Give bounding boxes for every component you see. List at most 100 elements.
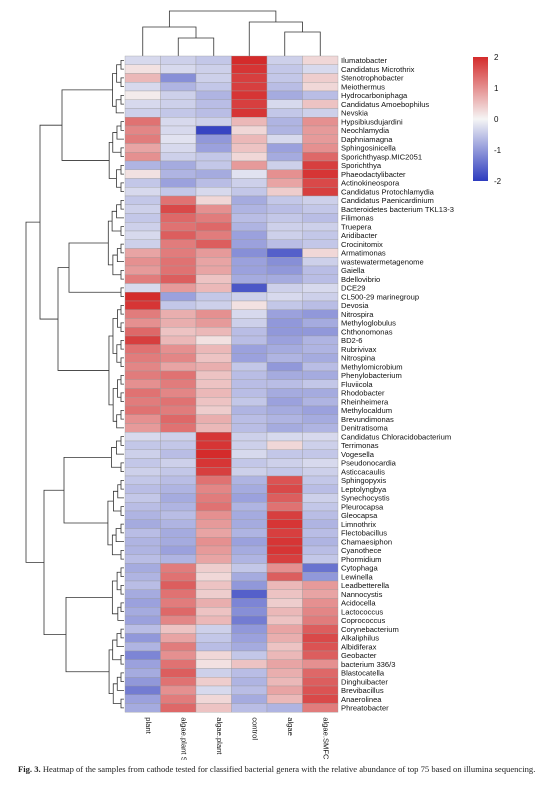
- heatmap-cell: [161, 459, 197, 468]
- dendrogram-branch: [121, 568, 124, 577]
- heatmap-cell: [125, 572, 161, 581]
- heatmap-cell: [303, 502, 339, 511]
- heatmap-cell: [125, 284, 161, 293]
- heatmap-cell: [161, 546, 197, 555]
- heatmap-cell: [267, 599, 303, 608]
- heatmap-cell: [125, 152, 161, 161]
- heatmap-cell: [267, 520, 303, 529]
- heatmap-cell: [232, 704, 268, 713]
- dendrogram-branch: [121, 463, 124, 472]
- dendrogram-branch: [121, 480, 124, 489]
- heatmap-cell: [196, 502, 232, 511]
- row-label: Sphingopyxis: [341, 476, 386, 485]
- heatmap-cell: [267, 231, 303, 240]
- heatmap-cell: [232, 91, 268, 100]
- heatmap-cell: [196, 686, 232, 695]
- heatmap-cell: [161, 91, 197, 100]
- row-label: Crocinitomix: [341, 240, 383, 249]
- heatmap-cell: [232, 56, 268, 65]
- heatmap-cell: [303, 555, 339, 564]
- dendrogram-branch: [121, 585, 124, 594]
- dendrogram-branch: [121, 227, 124, 236]
- dendrogram-branch: [121, 375, 124, 384]
- heatmap-cell: [303, 222, 339, 231]
- row-label: Actinokineospora: [341, 179, 400, 188]
- heatmap-cell: [232, 222, 268, 231]
- dendrogram-branch: [117, 572, 121, 590]
- dendrogram-branch: [117, 634, 124, 647]
- heatmap-cell: [196, 634, 232, 643]
- heatmap-cell: [196, 380, 232, 389]
- row-label: Phormidium: [341, 555, 382, 564]
- heatmap-cell: [303, 564, 339, 573]
- heatmap-cell: [267, 336, 303, 345]
- row-label: Armatimonas: [341, 249, 386, 258]
- heatmap-cell: [232, 432, 268, 441]
- row-label: Truepera: [341, 222, 372, 231]
- row-label: Candidatus Paenicardinium: [341, 196, 434, 205]
- heatmap-cell: [232, 494, 268, 503]
- heatmap-cell: [232, 380, 268, 389]
- row-dendrogram: [26, 60, 124, 708]
- heatmap-cell: [196, 179, 232, 188]
- heatmap-cell: [196, 424, 232, 433]
- heatmap-cell: [125, 695, 161, 704]
- heatmap-cell: [125, 336, 161, 345]
- heatmap-cell: [125, 546, 161, 555]
- row-label: Fluviicola: [341, 380, 373, 389]
- heatmap-cell: [196, 397, 232, 406]
- heatmap-cell: [267, 144, 303, 153]
- heatmap-cell: [125, 301, 161, 310]
- heatmap-cell: [125, 529, 161, 538]
- heatmap-cell: [196, 65, 232, 74]
- heatmap-cell: [161, 467, 197, 476]
- row-label: Neochlamydia: [341, 126, 390, 135]
- heatmap-cell: [267, 529, 303, 538]
- heatmap-cell: [125, 327, 161, 336]
- heatmap-cell: [232, 669, 268, 678]
- column-label: algae.plant: [215, 717, 224, 755]
- heatmap-cell: [303, 634, 339, 643]
- heatmap-cell: [125, 319, 161, 328]
- heatmap-cell: [125, 231, 161, 240]
- heatmap-cell: [303, 476, 339, 485]
- heatmap-cell: [232, 327, 268, 336]
- heatmap-cell: [196, 651, 232, 660]
- row-label: Brevibacillus: [341, 686, 384, 695]
- heatmap-cell: [161, 371, 197, 380]
- heatmap-cell: [125, 581, 161, 590]
- heatmap-cell: [161, 634, 197, 643]
- heatmap-cell: [161, 651, 197, 660]
- row-label: Limnothrix: [341, 520, 376, 529]
- heatmap-cell: [303, 494, 339, 503]
- legend-tick-label: -2: [494, 177, 502, 186]
- heatmap-cell: [232, 424, 268, 433]
- heatmap-cell: [232, 546, 268, 555]
- heatmap-cell: [303, 607, 339, 616]
- dendrogram-branch: [121, 288, 124, 297]
- heatmap-cell: [232, 362, 268, 371]
- heatmap-cell: [161, 117, 197, 126]
- heatmap-cell: [232, 354, 268, 363]
- heatmap-cell: [267, 651, 303, 660]
- heatmap-cell: [161, 555, 197, 564]
- heatmap-cell: [303, 65, 339, 74]
- dendrogram-branch: [121, 673, 124, 682]
- heatmap-cell: [267, 319, 303, 328]
- heatmap-cell: [232, 572, 268, 581]
- heatmap-cell: [232, 564, 268, 573]
- heatmap-cell: [303, 310, 339, 319]
- heatmap-cell: [196, 389, 232, 398]
- heatmap-cell: [232, 266, 268, 275]
- heatmap-cell: [303, 257, 339, 266]
- heatmap-cell: [196, 529, 232, 538]
- heatmap-cell: [161, 669, 197, 678]
- row-label: Nevskia: [341, 109, 369, 118]
- heatmap-cell: [125, 450, 161, 459]
- heatmap-cell: [267, 441, 303, 450]
- row-label: Pseudonocardia: [341, 459, 397, 468]
- heatmap-cell: [303, 450, 339, 459]
- heatmap-cell: [196, 170, 232, 179]
- heatmap-cell: [303, 249, 339, 258]
- heatmap-cell: [267, 327, 303, 336]
